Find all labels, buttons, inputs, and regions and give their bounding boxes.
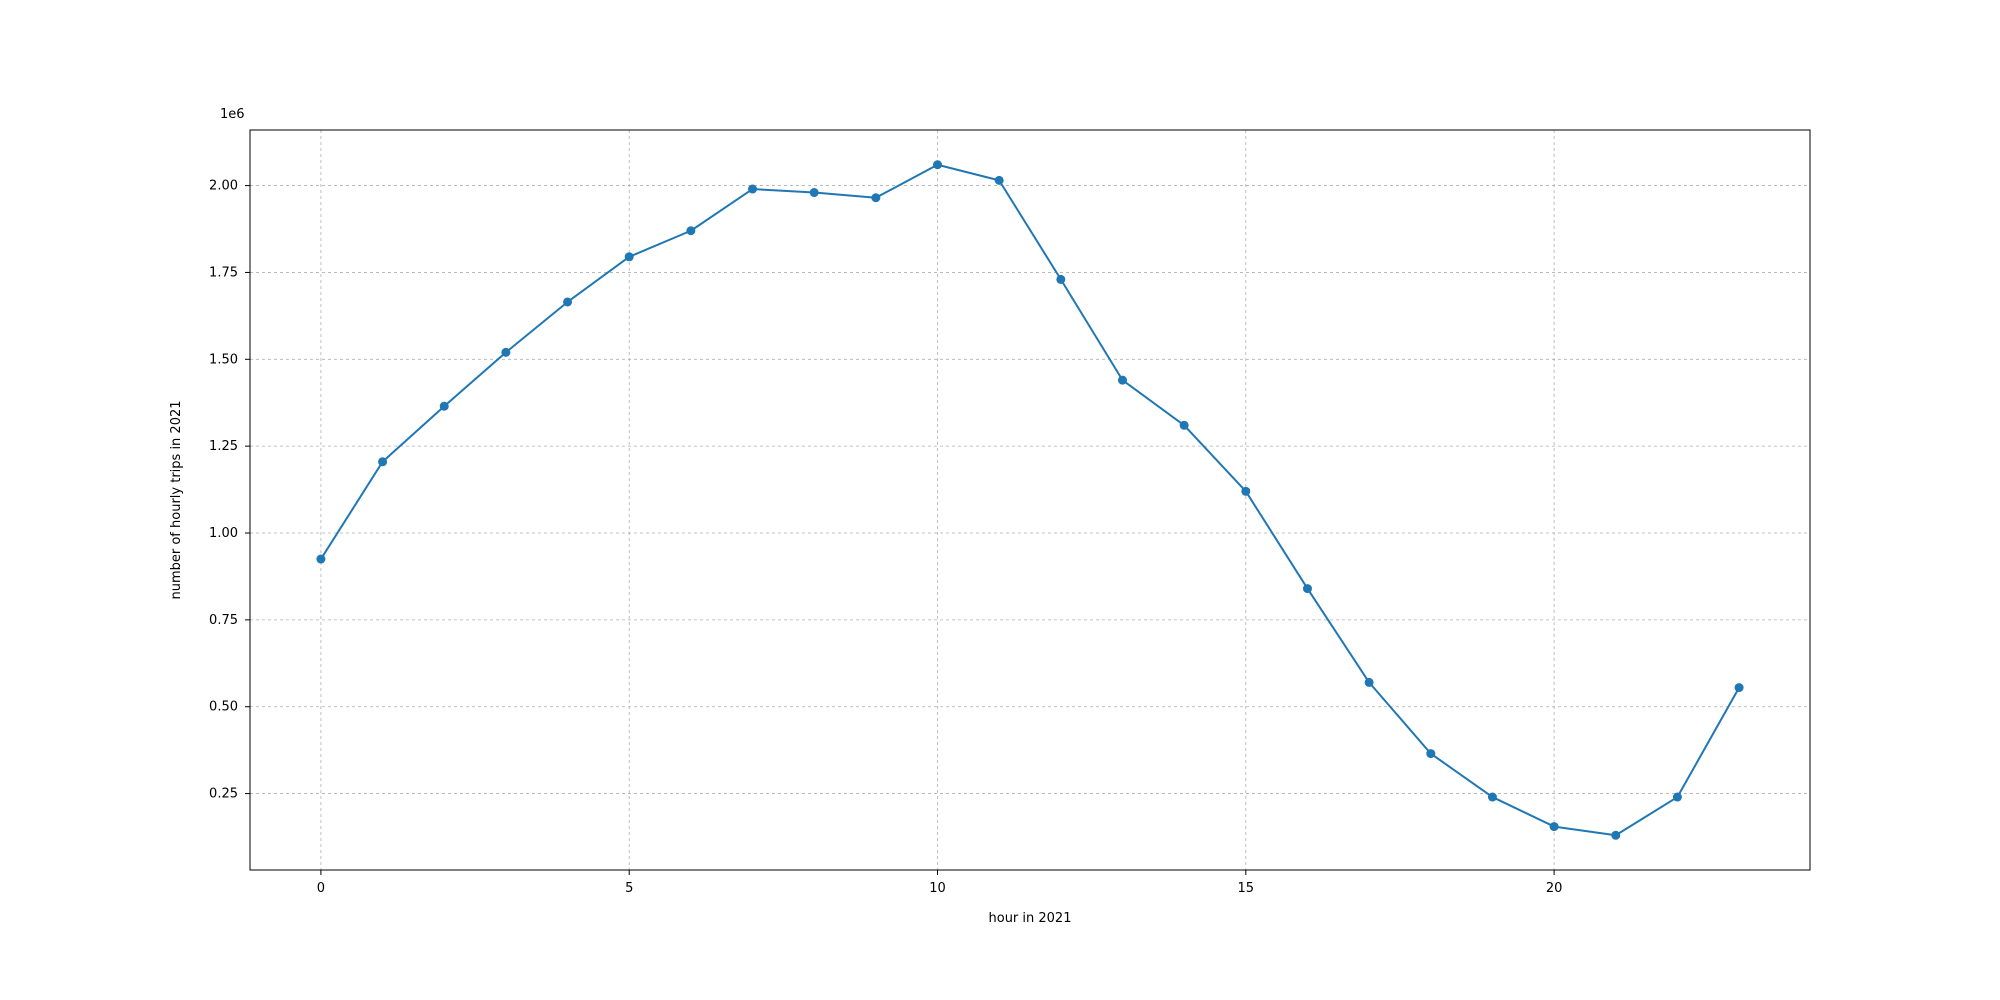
y-axis-label: number of hourly trips in 2021 [169,400,184,599]
x-tick-label: 5 [625,881,633,896]
y-tick-label: 0.75 [209,613,238,628]
x-axis-label: hour in 2021 [989,911,1072,926]
data-point [1303,584,1312,593]
x-tick-label: 15 [1238,881,1255,896]
data-point [871,193,880,202]
data-point [933,160,942,169]
x-tick-label: 0 [317,881,325,896]
data-point [1180,421,1189,430]
data-point [810,188,819,197]
data-point [316,555,325,564]
data-point [1426,749,1435,758]
x-tick-label: 20 [1546,881,1563,896]
y-tick-label: 0.25 [209,787,238,802]
data-point [1118,376,1127,385]
data-point [625,252,634,261]
data-point [501,348,510,357]
data-point [995,176,1004,185]
y-exponent-label: 1e6 [220,107,245,122]
data-point [378,457,387,466]
y-tick-label: 1.50 [209,352,238,367]
data-point [1550,822,1559,831]
data-point [1735,683,1744,692]
y-tick-label: 1.25 [209,439,238,454]
y-tick-label: 1.00 [209,526,238,541]
data-point [686,226,695,235]
chart-background [0,0,2000,1000]
data-point [1488,793,1497,802]
line-chart: 0 5 10 15 20 hour in 2021 0.25 0.50 0.75 1.00 1.25… [0,0,2000,1000]
data-point [1611,831,1620,840]
data-point [440,402,449,411]
data-point [748,185,757,194]
chart-container: 0 5 10 15 20 hour in 2021 0.25 0.50 0.75 1.00 1.25… [0,0,2000,1000]
data-point [1673,793,1682,802]
data-point [1365,678,1374,687]
x-tick-label: 10 [929,881,946,896]
y-tick-label: 2.00 [209,179,238,194]
data-point [1056,275,1065,284]
data-point [563,297,572,306]
y-tick-label: 1.75 [209,265,238,280]
y-tick-label: 0.50 [209,700,238,715]
data-point [1241,487,1250,496]
